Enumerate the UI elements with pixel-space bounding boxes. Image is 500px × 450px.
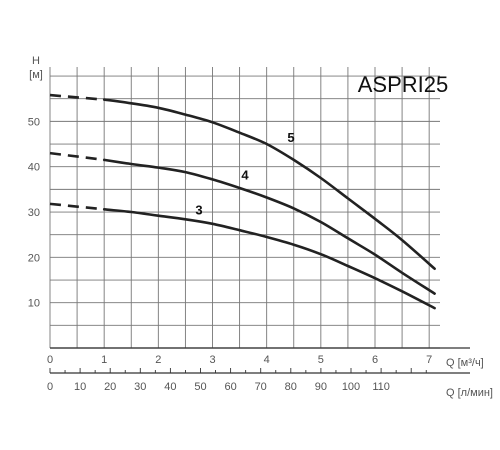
series-5-dashed-segment — [49, 93, 105, 101]
secondary-tick-label: 50 — [194, 381, 206, 393]
y-tick-label: 10 — [28, 298, 40, 310]
series-3-dashed-segment — [49, 202, 105, 211]
series-4-label: 4 — [241, 167, 249, 182]
y-tick-label: 50 — [28, 116, 40, 128]
chart-title: ASPRI25 — [358, 72, 449, 97]
x-axis-label-lmin: Q [л/мин] — [446, 387, 493, 399]
x-tick-label: 5 — [318, 354, 324, 366]
series-3-label: 3 — [195, 202, 202, 217]
series-4-curve — [102, 158, 436, 295]
secondary-tick-label: 40 — [164, 381, 176, 393]
series-5-curve — [102, 98, 436, 270]
secondary-tick-label: 30 — [134, 381, 146, 393]
x-tick-label: 3 — [209, 354, 215, 366]
y-axis-unit: [м] — [29, 69, 43, 81]
y-axis-letter: H — [32, 55, 40, 67]
series-5-label: 5 — [287, 130, 294, 145]
secondary-tick-label: 100 — [342, 381, 360, 393]
y-tick-label: 20 — [28, 252, 40, 264]
x-tick-label: 0 — [47, 354, 53, 366]
secondary-tick-label: 60 — [224, 381, 236, 393]
x-tick-label: 6 — [372, 354, 378, 366]
grid — [49, 67, 470, 374]
y-tick-label: 30 — [28, 207, 40, 219]
secondary-tick-label: 0 — [47, 381, 53, 393]
secondary-tick-label: 20 — [104, 381, 116, 393]
x-tick-label: 7 — [426, 354, 432, 366]
x-tick-label: 2 — [155, 354, 161, 366]
secondary-tick-label: 70 — [255, 381, 267, 393]
curves: 5 4 3 — [49, 93, 436, 310]
series-4-dashed-segment — [49, 151, 105, 162]
tick-labels: 0 1 2 3 4 5 6 7 10 20 30 40 50 0 10 20 30 40 50 60 70 80 90 100… — [28, 116, 432, 393]
x-tick-label: 1 — [101, 354, 107, 366]
x-tick-label: 4 — [264, 354, 270, 366]
secondary-tick-label: 110 — [372, 381, 390, 393]
x-axis-label-m3h: Q [м³/ч] — [446, 357, 484, 369]
secondary-tick-label: 90 — [315, 381, 327, 393]
secondary-tick-label: 10 — [74, 381, 86, 393]
y-tick-label: 40 — [28, 162, 40, 174]
secondary-tick-label: 80 — [285, 381, 297, 393]
series-3-curve — [102, 208, 436, 310]
